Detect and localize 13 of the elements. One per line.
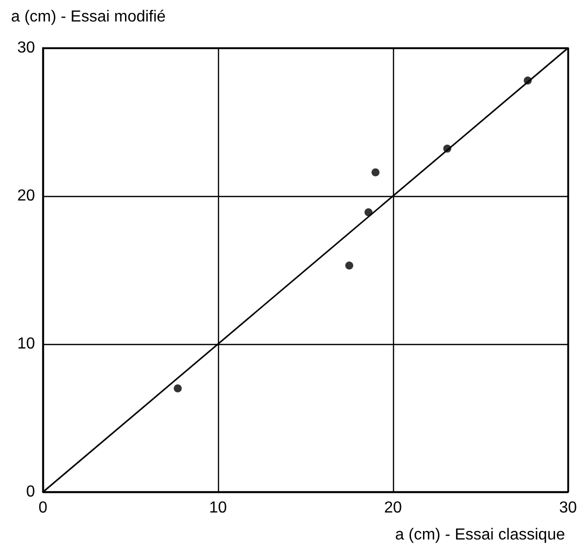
x-tick-label: 30 (559, 500, 577, 516)
x-tick-label: 0 (38, 500, 48, 516)
x-axis-title: a (cm) - Essai classique (395, 526, 566, 544)
x-tick-label: 10 (209, 500, 227, 516)
x-tick-label: 20 (384, 500, 402, 516)
point (372, 168, 380, 176)
y-axis-title: a (cm) - Essai modifié (11, 8, 166, 26)
y-tick-label: 0 (26, 484, 36, 500)
y-tick-label: 10 (17, 336, 36, 352)
point (345, 262, 354, 270)
y-tick-label: 20 (17, 188, 36, 204)
point (174, 384, 182, 392)
y-tick-label: 30 (17, 40, 36, 56)
